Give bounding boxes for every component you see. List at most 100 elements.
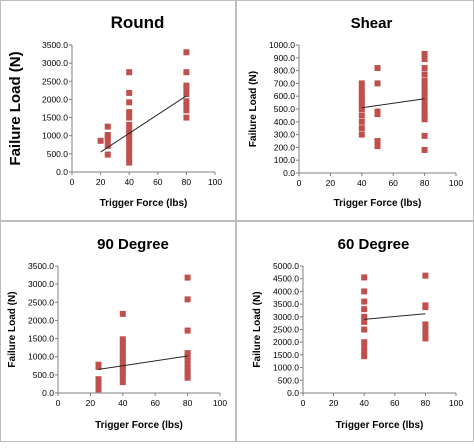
y-tick-label: 200.0 [274, 142, 296, 152]
data-point [126, 159, 133, 166]
data-point [358, 85, 365, 92]
data-point [184, 374, 191, 381]
x-tick-label: 40 [118, 398, 128, 408]
y-tick-label: 5000.0 [273, 261, 299, 271]
data-point [126, 114, 133, 121]
data-point [421, 71, 428, 78]
y-tick-label: 3500.0 [28, 261, 54, 271]
chart-svg: Shear 0.0 100.0 200.0 300.0 400.0 500.0 600.0 70… [248, 15, 463, 209]
data-point [358, 90, 365, 97]
data-point [95, 363, 102, 370]
chart-panel-2: Shear 0.0 100.0 200.0 300.0 400.0 500.0 600.0 70… [236, 0, 474, 221]
data-point [361, 353, 368, 360]
y-tick-label: 2000.0 [42, 94, 68, 104]
data-point [119, 339, 126, 346]
data-point [421, 112, 428, 119]
y-axis-label: Failure Load (N) [7, 291, 18, 367]
data-point [358, 106, 365, 112]
y-tick-label: 3000.0 [273, 312, 299, 322]
data-point [421, 146, 428, 153]
x-tick-label: 60 [388, 178, 398, 188]
data-point [95, 376, 102, 383]
data-point [95, 386, 102, 393]
data-point [361, 306, 368, 313]
data-point [126, 134, 133, 141]
data-point [184, 364, 191, 371]
y-tick-label: 1500.0 [28, 334, 54, 344]
y-tick-label: 0.0 [42, 388, 54, 398]
data-point [422, 335, 429, 342]
chart-panel-4: 60 Degree 0.0 500.0 1000.0 1500.0 2000.0 2500.… [236, 221, 474, 442]
y-tick-label: 800.0 [274, 66, 296, 76]
data-point [422, 272, 429, 279]
data-point [358, 98, 365, 105]
y-tick-label: 0.0 [287, 388, 299, 398]
data-point [361, 318, 368, 325]
data-point [422, 326, 429, 333]
x-axis-label: Trigger Force (lbs) [100, 198, 188, 209]
data-point [361, 274, 368, 281]
data-point [184, 368, 191, 375]
y-tick-label: 1000.0 [269, 40, 295, 50]
y-axis-label: Failure Load (N) [248, 71, 259, 147]
chart-svg: Round 0.0 500.0 1000.0 1500.0 2000.0 2500.0 300… [7, 13, 222, 209]
y-tick-label: 4000.0 [273, 286, 299, 296]
data-point [126, 109, 133, 116]
data-point [183, 85, 190, 92]
data-point [358, 118, 365, 125]
data-point [126, 99, 133, 106]
data-point [421, 93, 428, 100]
data-point [421, 88, 428, 95]
chart-panel-1: Round 0.0 500.0 1000.0 1500.0 2000.0 2500.0 300… [0, 0, 236, 221]
y-tick-label: 300.0 [274, 130, 296, 140]
x-tick-label: 100 [213, 398, 227, 408]
trendline [100, 95, 187, 153]
x-tick-label: 80 [182, 177, 192, 187]
x-axis-label: Trigger Force (lbs) [334, 198, 422, 209]
data-point [421, 77, 428, 84]
data-point [422, 304, 429, 311]
y-tick-label: 3500.0 [42, 40, 68, 50]
x-tick-label: 60 [390, 398, 400, 408]
chart-svg: 90 Degree 0.0 500.0 1000.0 1500.0 2000.0 2500.… [7, 236, 227, 431]
data-point [104, 151, 111, 158]
x-axis-label: Trigger Force (lbs) [95, 420, 183, 431]
data-point [104, 142, 111, 149]
x-tick-label: 100 [449, 178, 463, 188]
data-point [361, 349, 368, 356]
chart-svg: 60 Degree 0.0 500.0 1000.0 1500.0 2000.0 2500.… [252, 236, 463, 431]
x-tick-label: 80 [420, 178, 430, 188]
data-point [374, 65, 381, 72]
data-point [374, 143, 381, 150]
y-tick-label: 600.0 [274, 91, 296, 101]
y-tick-label: 400.0 [274, 117, 296, 127]
data-point [126, 121, 133, 128]
y-tick-label: 500.0 [274, 104, 296, 114]
data-point [184, 360, 191, 367]
y-tick-label: 3500.0 [273, 299, 299, 309]
y-tick-label: 1000.0 [42, 131, 68, 141]
y-tick-label: 2000.0 [28, 315, 54, 325]
data-point [358, 112, 365, 119]
data-point [184, 327, 191, 334]
data-point [361, 326, 368, 333]
chart-title: 60 Degree [338, 236, 410, 253]
x-tick-label: 80 [421, 398, 431, 408]
data-point [119, 336, 126, 343]
data-point [183, 69, 190, 76]
x-tick-label: 60 [153, 177, 163, 187]
data-point [183, 107, 190, 114]
data-point [184, 296, 191, 303]
x-tick-label: 0 [56, 398, 61, 408]
data-point [361, 298, 368, 305]
data-point [421, 98, 428, 105]
x-tick-label: 20 [329, 398, 339, 408]
data-point [183, 114, 190, 121]
x-tick-label: 100 [208, 177, 222, 187]
y-tick-label: 900.0 [274, 53, 296, 63]
data-point [119, 355, 126, 362]
data-point [104, 137, 111, 144]
data-point [119, 359, 126, 366]
chart-panel-3: 90 Degree 0.0 500.0 1000.0 1500.0 2000.0 2500.… [0, 221, 236, 442]
y-tick-label: 2500.0 [273, 325, 299, 335]
